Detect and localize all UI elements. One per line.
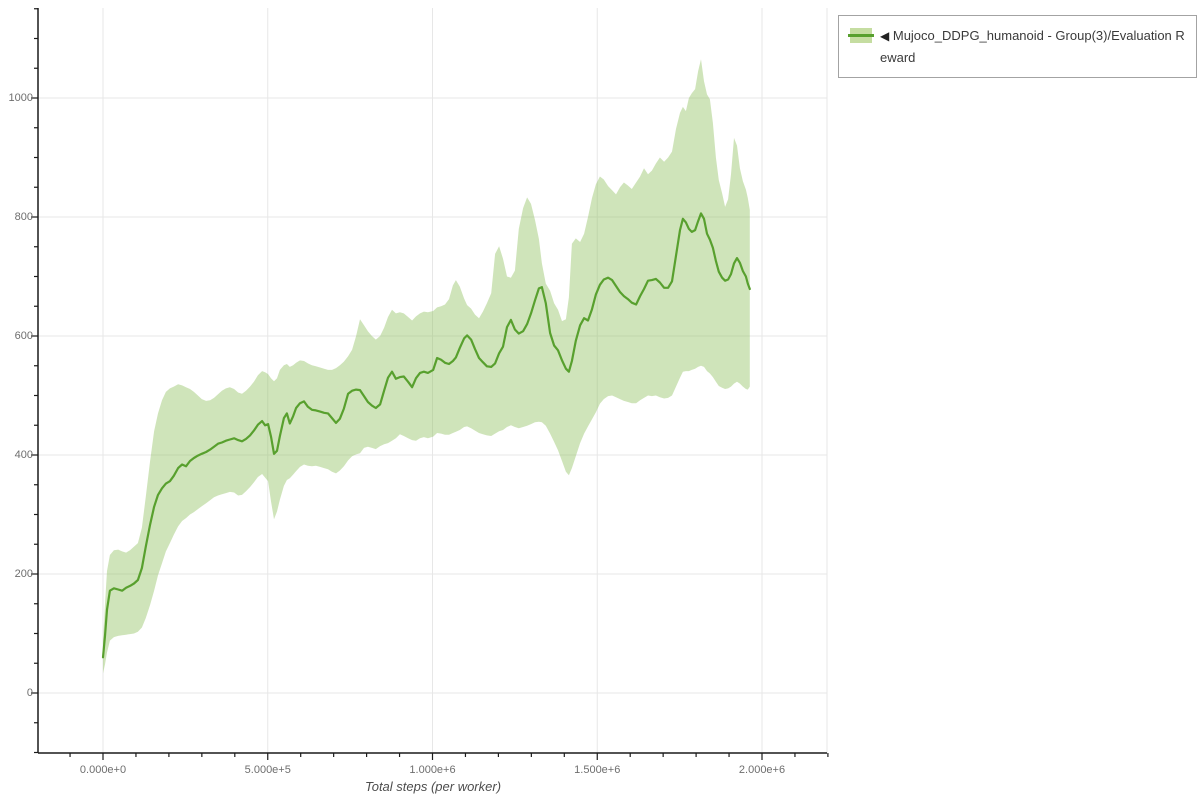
legend[interactable]: ◀ Mujoco_DDPG_humanoid - Group(3)/Evalua… xyxy=(838,15,1197,78)
y-tick-label: 1000 xyxy=(8,92,33,104)
y-tick-label: 600 xyxy=(14,330,33,342)
x-tick-label: 1.000e+6 xyxy=(409,764,456,776)
series-swatch-line xyxy=(848,34,874,37)
legend-series-entry[interactable]: ◀ Mujoco_DDPG_humanoid - Group(3)/Evalua… xyxy=(880,25,1185,68)
series-swatch xyxy=(848,28,874,43)
y-tick-label: 200 xyxy=(14,568,33,580)
y-tick-label: 400 xyxy=(14,449,33,461)
confidence-band xyxy=(103,59,750,674)
y-tick-label: 0 xyxy=(26,687,33,699)
x-tick-label: 1.500e+6 xyxy=(574,764,621,776)
x-axis-label: Total steps (per worker) xyxy=(364,779,502,794)
x-tick-label: 0.000e+0 xyxy=(79,764,127,776)
mean-line xyxy=(101,212,751,659)
legend-series-label: Mujoco_DDPG_humanoid - Group(3)/Evaluati… xyxy=(880,28,1185,65)
x-tick-label: 5.000e+5 xyxy=(244,764,291,776)
x-tick-label: 2.000e+6 xyxy=(738,764,786,776)
y-tick-label: 800 xyxy=(14,211,33,223)
collapse-icon[interactable]: ◀ xyxy=(880,29,890,43)
